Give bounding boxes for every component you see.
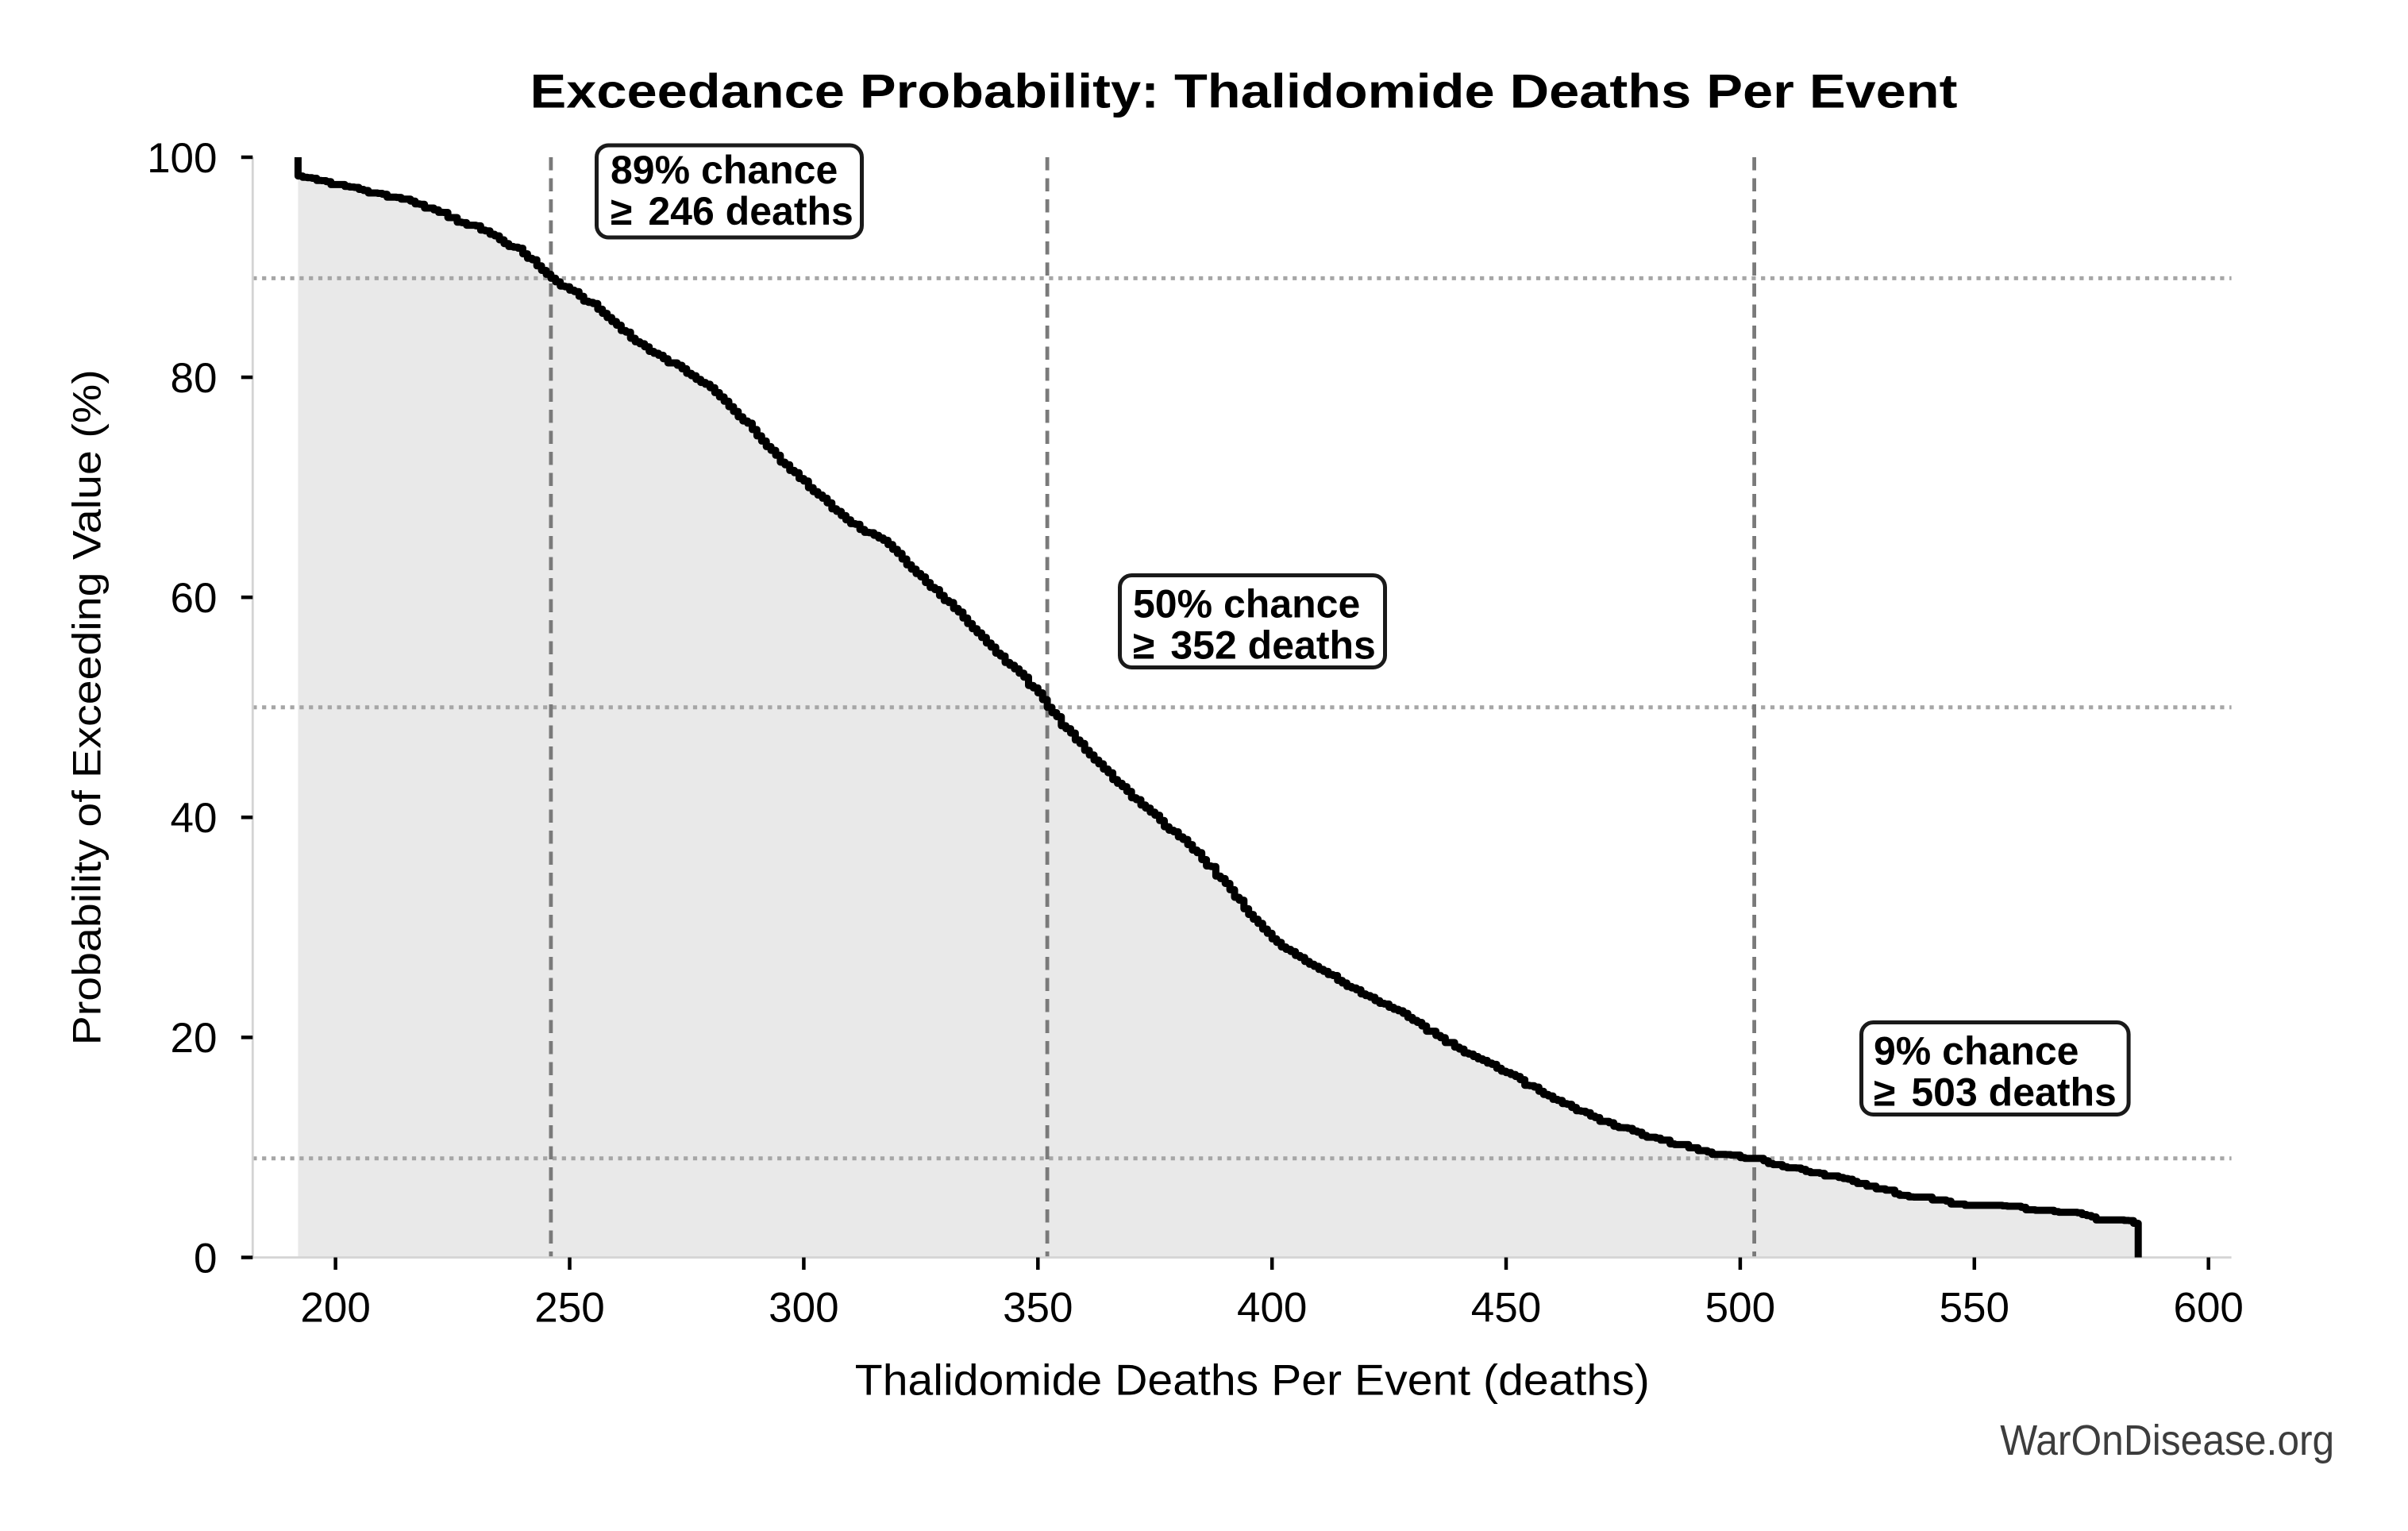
svg-text:Thalidomide Deaths Per Event (: Thalidomide Deaths Per Event (deaths)	[855, 1356, 1650, 1404]
svg-text:9% chance: 9% chance	[1874, 1029, 2079, 1074]
svg-text:550: 550	[1940, 1284, 2009, 1331]
svg-text:≥ 503 deaths: ≥ 503 deaths	[1874, 1070, 2117, 1115]
svg-text:250: 250	[534, 1284, 604, 1331]
svg-text:80: 80	[171, 355, 218, 402]
svg-text:Probability of Exceeding Value: Probability of Exceeding Value (%)	[65, 369, 110, 1045]
svg-text:Exceedance Probability: Thalid: Exceedance Probability: Thalidomide Deat…	[530, 64, 1958, 118]
svg-text:300: 300	[769, 1284, 838, 1331]
svg-text:≥ 352 deaths: ≥ 352 deaths	[1133, 623, 1376, 668]
svg-text:50% chance: 50% chance	[1133, 582, 1360, 627]
svg-text:450: 450	[1471, 1284, 1541, 1331]
svg-text:≥ 246 deaths: ≥ 246 deaths	[611, 189, 853, 233]
svg-text:0: 0	[194, 1235, 217, 1282]
svg-text:350: 350	[1003, 1284, 1073, 1331]
svg-text:WarOnDisease.org: WarOnDisease.org	[2000, 1417, 2334, 1464]
svg-text:200: 200	[300, 1284, 370, 1331]
svg-text:89% chance: 89% chance	[611, 148, 838, 192]
svg-text:40: 40	[171, 795, 218, 842]
svg-text:400: 400	[1237, 1284, 1307, 1331]
svg-text:600: 600	[2173, 1284, 2243, 1331]
svg-text:500: 500	[1705, 1284, 1775, 1331]
svg-text:100: 100	[147, 135, 217, 182]
svg-text:60: 60	[171, 575, 218, 622]
svg-text:20: 20	[171, 1015, 218, 1062]
